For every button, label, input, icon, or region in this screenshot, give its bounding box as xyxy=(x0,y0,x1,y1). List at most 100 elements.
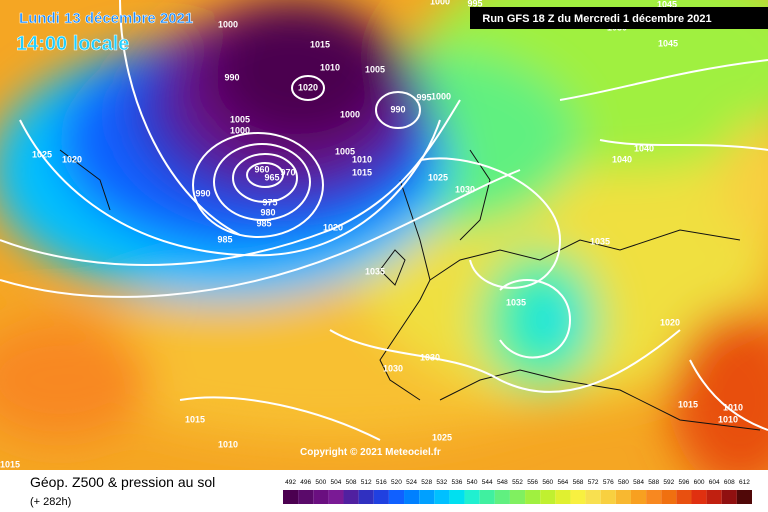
isobar-label: 995 xyxy=(467,0,482,8)
scale-label: 540 xyxy=(467,479,478,486)
isobar-label: 960 xyxy=(254,164,269,174)
forecast-time: 14:00 locale xyxy=(16,33,129,55)
isobar-label: 1005 xyxy=(230,114,250,124)
isobar-label: 995 xyxy=(416,92,431,102)
scale-swatch xyxy=(600,490,616,504)
run-box xyxy=(470,7,768,29)
scale-label: 528 xyxy=(421,479,432,486)
scale-label: 572 xyxy=(588,479,599,486)
isobar-label: 1020 xyxy=(323,222,343,232)
scale-label: 612 xyxy=(739,479,750,486)
scale-swatch xyxy=(419,490,435,504)
isobar-label: 1020 xyxy=(62,154,82,164)
isobar-label: 1010 xyxy=(352,154,372,164)
scale-swatch xyxy=(706,490,722,504)
scale-label: 548 xyxy=(497,479,508,486)
scale-swatch xyxy=(328,490,344,504)
scale-label: 496 xyxy=(300,479,311,486)
forecast-date: Lundi 13 décembre 2021 xyxy=(19,10,193,27)
scale-label: 536 xyxy=(452,479,463,486)
scale-label: 560 xyxy=(542,479,553,486)
scale-label: 596 xyxy=(678,479,689,486)
isobar-label: 985 xyxy=(256,218,271,228)
footer-title: Géop. Z500 & pression au sol xyxy=(30,474,215,490)
isobar-label: 990 xyxy=(195,188,210,198)
scale-label: 524 xyxy=(406,479,417,486)
isobar-label: 1005 xyxy=(365,64,385,74)
forecast-lead: (+ 282h) xyxy=(30,496,71,508)
scale-label: 556 xyxy=(527,479,538,486)
scale-swatch xyxy=(464,490,480,504)
scale-swatch xyxy=(736,490,752,504)
isobar-label: 1000 xyxy=(431,91,451,101)
isobar-label: 1030 xyxy=(383,363,403,373)
scale-swatch xyxy=(570,490,586,504)
scale-swatch xyxy=(615,490,631,504)
scale-swatch xyxy=(343,490,359,504)
scale-swatch xyxy=(691,490,707,504)
height-field xyxy=(0,0,768,470)
isobar-label: 975 xyxy=(262,197,277,207)
scale-swatch xyxy=(540,490,556,504)
scale-label: 504 xyxy=(331,479,342,486)
scale-swatch xyxy=(661,490,677,504)
isobar-label: 1000 xyxy=(218,19,238,29)
isobar-label: 1030 xyxy=(420,352,440,362)
isobar-label: 1000 xyxy=(230,125,250,135)
isobar-label: 970 xyxy=(280,167,295,177)
color-scale: 492 496 500 504 508 512 516 520 524 528 532 536 540 5… xyxy=(283,479,752,504)
isobar-label: 1015 xyxy=(310,39,330,49)
scale-swatch xyxy=(479,490,495,504)
isobar-label: 1040 xyxy=(612,154,632,164)
scale-swatch xyxy=(373,490,389,504)
scale-label: 604 xyxy=(709,479,720,486)
scale-label: 568 xyxy=(573,479,584,486)
isobar-label: 965 xyxy=(264,172,279,182)
scale-label: 584 xyxy=(633,479,644,486)
scale-label: 564 xyxy=(557,479,568,486)
run-info: Run GFS 18 Z du Mercredi 1 décembre 2021 xyxy=(482,13,711,25)
scale-swatch xyxy=(494,490,510,504)
scale-label: 512 xyxy=(361,479,372,486)
scale-swatch xyxy=(646,490,662,504)
scale-label: 576 xyxy=(603,479,614,486)
isobar-label: 1015 xyxy=(185,414,205,424)
isobar-label: 1005 xyxy=(335,146,355,156)
isobar-label: 1045 xyxy=(657,0,677,9)
isobar-label: 1045 xyxy=(658,38,678,48)
scale-swatch xyxy=(298,490,314,504)
isobar-label: 1030 xyxy=(455,184,475,194)
isobar-label: 1010 xyxy=(718,414,738,424)
scale-label: 492 xyxy=(285,479,296,486)
isobar-label: 1000 xyxy=(430,0,450,6)
copyright: Copyright © 2021 Meteociel.fr xyxy=(300,447,441,458)
scale-swatch xyxy=(555,490,571,504)
scale-label: 508 xyxy=(346,479,357,486)
isobars xyxy=(0,0,768,441)
scale-swatch xyxy=(388,490,405,504)
scale-swatch xyxy=(404,490,420,504)
scale-swatch xyxy=(676,490,692,504)
isobar-label: 1015 xyxy=(0,459,20,469)
scale-swatch xyxy=(630,490,647,504)
scale-label: 580 xyxy=(618,479,629,486)
scale-swatch xyxy=(585,490,601,504)
scale-label: 552 xyxy=(512,479,523,486)
scale-swatch xyxy=(449,490,465,504)
isobar-label: 1025 xyxy=(432,432,452,442)
scale-label: 588 xyxy=(648,479,659,486)
isobar-label: 990 xyxy=(390,104,405,114)
isobar-label: 1035 xyxy=(506,297,526,307)
scale-swatch xyxy=(434,490,450,504)
scale-label: 520 xyxy=(391,479,402,486)
scale-label: 592 xyxy=(663,479,674,486)
scale-swatch xyxy=(721,490,737,504)
isobar-label: 1020 xyxy=(298,82,318,92)
isobar-label: 1010 xyxy=(723,402,743,412)
isobar-label: 1000 xyxy=(340,109,360,119)
isobar-label: 1020 xyxy=(660,317,680,327)
isobar-label: 1025 xyxy=(428,172,448,182)
isobar-label: 1015 xyxy=(678,399,698,409)
